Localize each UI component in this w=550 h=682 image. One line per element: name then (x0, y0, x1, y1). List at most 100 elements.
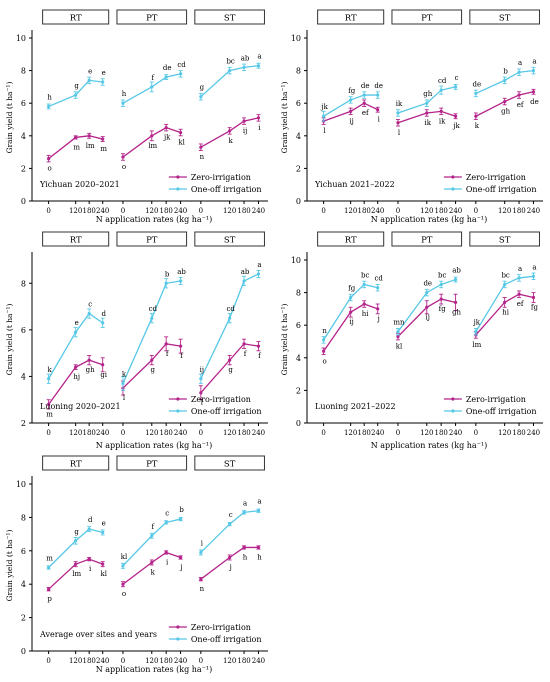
data-point-zero (517, 93, 521, 97)
y-tick-label: 6 (21, 99, 26, 108)
data-point-oneoff (178, 72, 183, 76)
significance-letter: k (47, 366, 52, 374)
x-tick-label: 240 (371, 429, 384, 437)
significance-letter: ab (241, 54, 250, 62)
y-axis-label: Grain yield (t ha⁻¹) (280, 304, 289, 376)
significance-letter: hi (362, 310, 370, 318)
x-tick-label: 120 (344, 207, 357, 215)
y-tick-label: 8 (21, 513, 26, 522)
x-tick-label: 240 (449, 207, 462, 215)
significance-letter: a (518, 265, 522, 273)
significance-letter: g (74, 82, 79, 90)
y-tick-label: 10 (16, 34, 26, 43)
x-tick-label: 120 (420, 207, 433, 215)
x-axis-label: N application rates (kg ha⁻¹) (371, 215, 488, 224)
series-line-zero (397, 298, 456, 338)
data-point-zero (87, 557, 91, 561)
series-line-oneoff (200, 65, 259, 98)
significance-letter: fg (348, 284, 356, 292)
significance-letter: g (228, 366, 233, 374)
y-tick-label: 6 (296, 321, 301, 330)
significance-letter: m (73, 143, 80, 151)
data-point-oneoff (517, 70, 521, 74)
series-line-zero (200, 117, 259, 148)
series-line-oneoff (397, 278, 456, 333)
panel-header-pt (116, 9, 188, 25)
series-line-oneoff (48, 312, 104, 380)
y-tick-label: 4 (296, 132, 301, 141)
data-point-oneoff (453, 277, 458, 282)
series-line-zero (48, 558, 103, 590)
significance-letter: k (151, 568, 156, 576)
x-tick-label: 240 (96, 207, 109, 215)
panel-header-rt (317, 231, 385, 247)
significance-letter: a (518, 59, 522, 67)
x-tick-label: 180 (434, 429, 447, 437)
data-point-zero (349, 310, 353, 314)
data-point-oneoff (121, 101, 125, 105)
data-point-oneoff (121, 381, 125, 386)
series-line-zero (48, 359, 103, 405)
data-point-oneoff (199, 377, 203, 381)
x-tick-label: 120 (145, 657, 158, 665)
data-point-oneoff (242, 65, 246, 69)
data-point-oneoff (150, 85, 154, 89)
significance-letter: k (475, 122, 480, 130)
series-line-oneoff (323, 283, 378, 341)
series-line-oneoff (475, 275, 534, 333)
data-point-oneoff (228, 316, 232, 320)
data-point-zero (87, 134, 91, 138)
legend-label-zero: Zero-irrigation (466, 395, 526, 404)
series-line-zero (323, 303, 378, 352)
panel-header-rt (42, 455, 110, 471)
data-point-zero (74, 365, 78, 369)
x-tick-label: 180 (434, 207, 447, 215)
significance-letter: kl (100, 570, 107, 578)
data-point-oneoff (503, 282, 507, 287)
panel-header-st (469, 9, 540, 25)
significance-letter: i (258, 124, 261, 132)
panel-header-label: RT (70, 14, 82, 24)
significance-letter: d (101, 310, 106, 318)
data-point-zero (396, 121, 400, 125)
significance-letter: kl (178, 139, 185, 147)
x-tick-label: 120 (69, 207, 82, 215)
legend-marker-oneoff (176, 187, 180, 191)
y-tick-label: 0 (296, 197, 301, 206)
x-axis-label: N application rates (kg ha⁻¹) (96, 665, 213, 674)
significance-letter: ij (243, 127, 247, 135)
x-tick-label: 0 (474, 429, 478, 437)
data-point-zero (199, 391, 203, 395)
data-point-zero (453, 300, 458, 304)
x-tick-label: 240 (449, 429, 462, 437)
significance-letter: ef (362, 109, 370, 117)
data-point-oneoff (228, 522, 232, 526)
significance-letter: g (74, 528, 79, 536)
y-axis-label: Grain yield (t ha⁻¹) (280, 82, 289, 154)
panel-header-pt (391, 9, 463, 25)
significance-letter: kl (121, 553, 128, 561)
data-point-oneoff (164, 75, 168, 79)
legend-marker-oneoff (176, 637, 180, 641)
data-point-zero (503, 300, 507, 304)
series-line-oneoff (200, 510, 259, 553)
legend-label-oneoff: One-off irrigation (466, 185, 537, 194)
chart-annotation: Yichuan 2020–2021 (39, 180, 120, 189)
x-tick-label: 180 (82, 429, 95, 437)
data-point-oneoff (517, 276, 521, 280)
significance-letter: ef (517, 101, 525, 109)
x-tick-label: 0 (321, 429, 325, 437)
series-line-zero (122, 551, 181, 585)
significance-letter: hi (502, 308, 510, 316)
data-point-zero (396, 335, 400, 339)
significance-letter: lm (86, 142, 95, 150)
data-point-zero (439, 109, 443, 113)
series-line-oneoff (122, 280, 181, 384)
x-tick-label: 0 (46, 207, 50, 215)
panel-header-label: PT (421, 236, 433, 246)
significance-letter: f (244, 350, 248, 358)
data-point-oneoff (87, 527, 91, 531)
data-point-zero (256, 344, 261, 348)
significance-letter: lm (72, 570, 81, 578)
